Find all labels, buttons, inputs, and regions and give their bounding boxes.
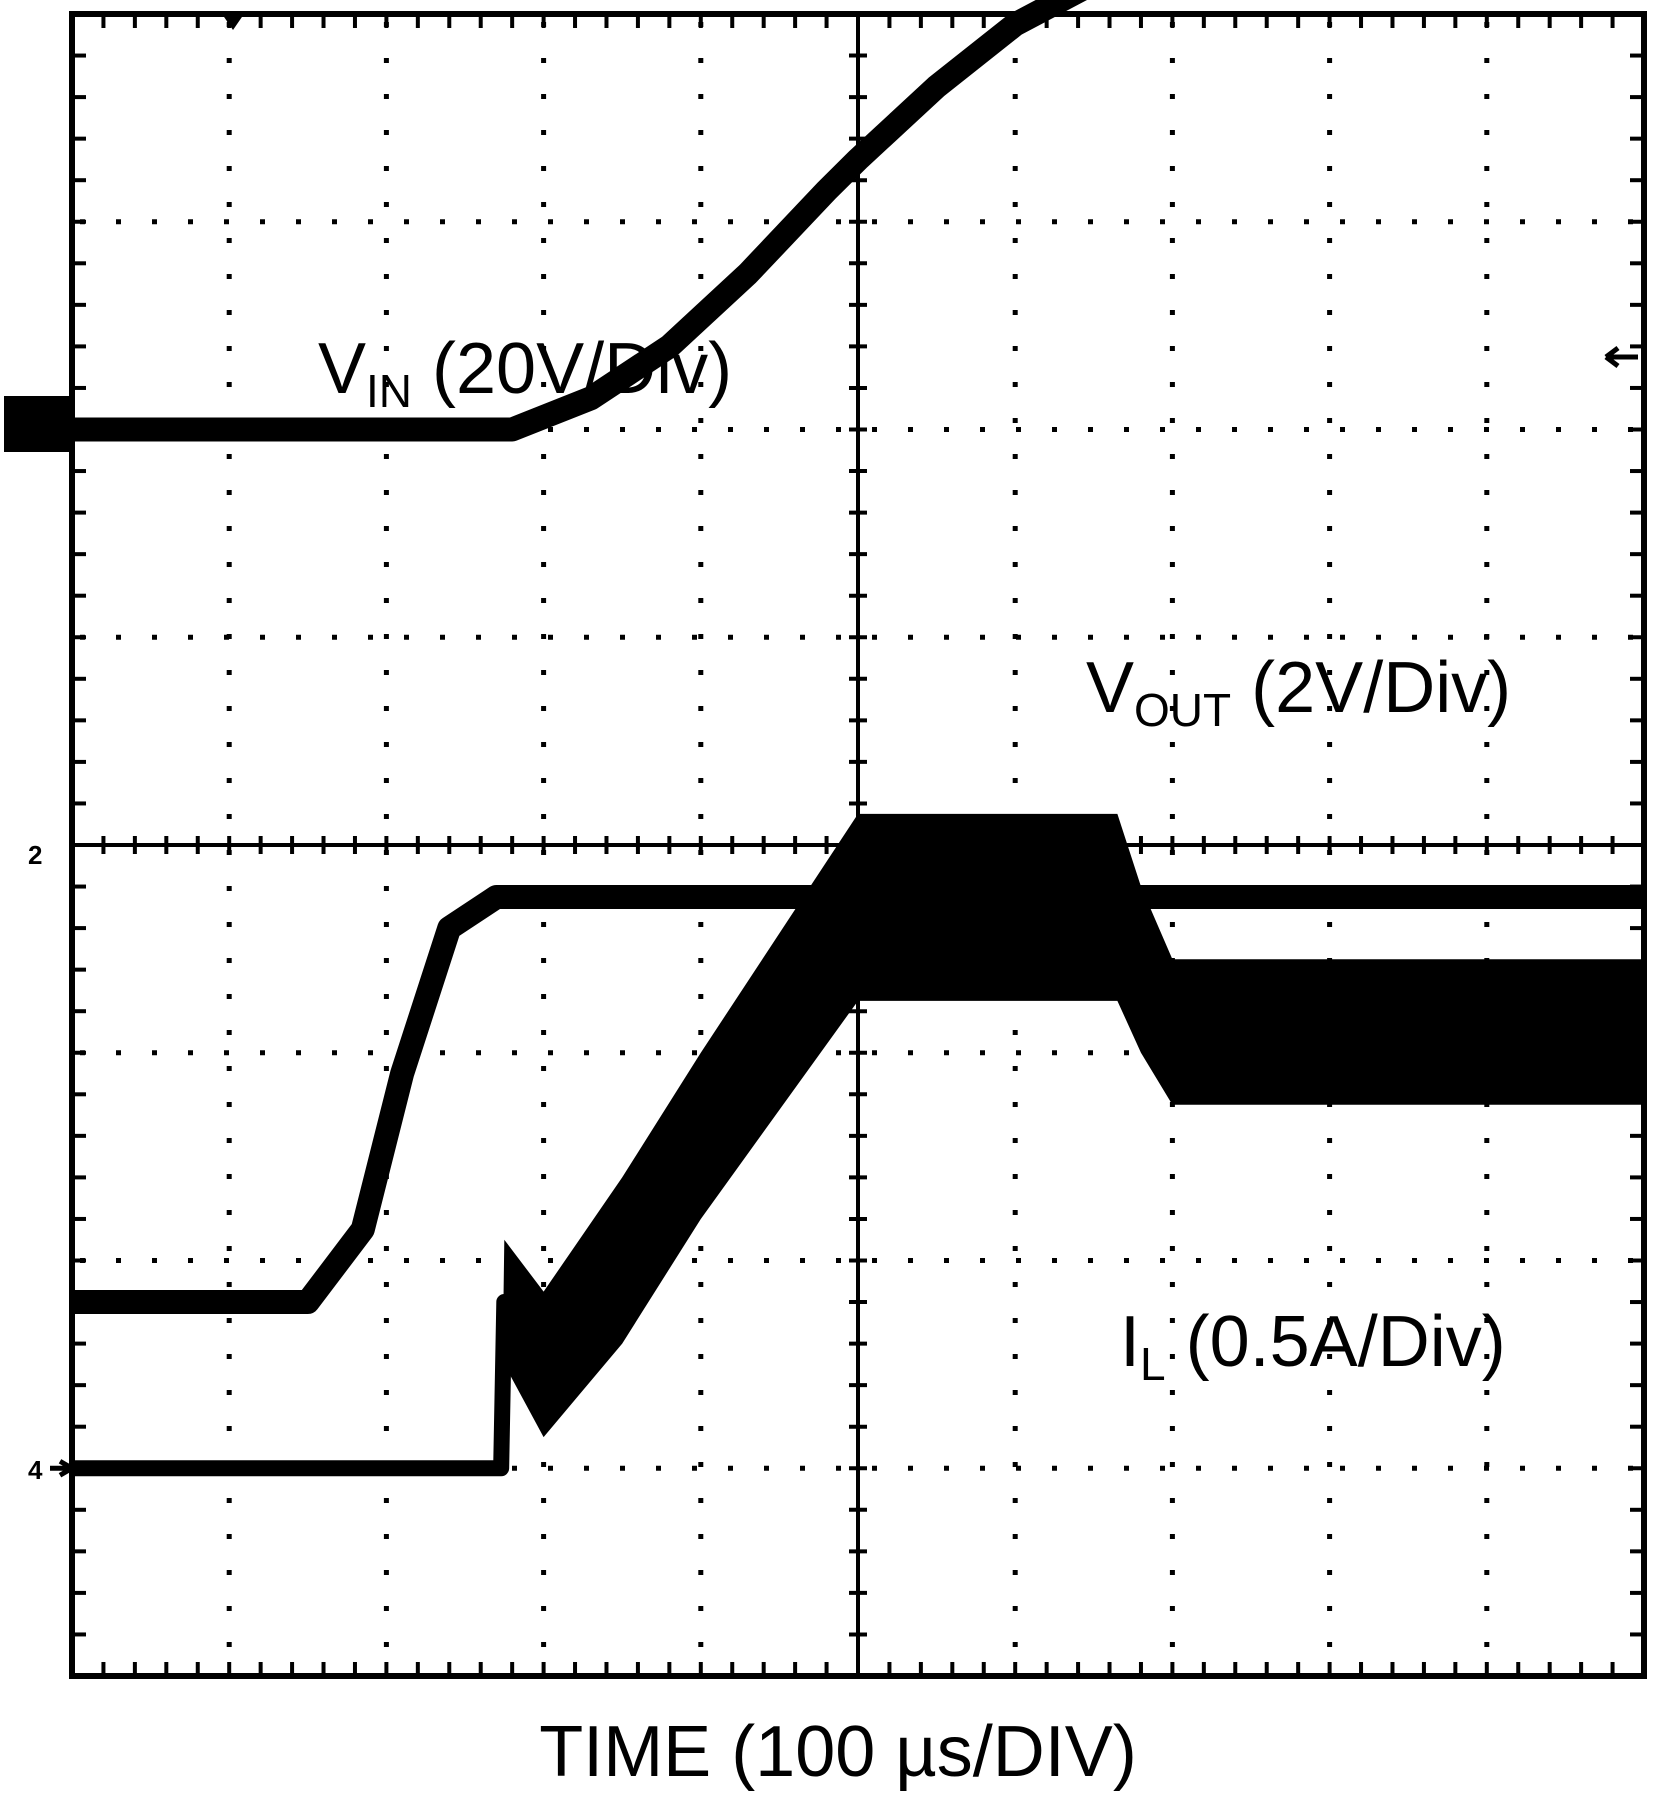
trace-vout-point (666, 343, 673, 350)
ground-marker-ch1 (4, 396, 70, 452)
trace-vout-point (587, 395, 594, 402)
trace-il-point (619, 1257, 626, 1264)
series-label-vout: VOUT (2V/Div) (1086, 648, 1511, 736)
trace-vout-point (744, 270, 751, 277)
trace-vin-point (304, 1299, 311, 1306)
x-axis-label: TIME (100 µs/DIV) (539, 1712, 1137, 1792)
ground-marker-ch4: 4 (28, 1455, 43, 1485)
trigger-position-marker (222, 14, 244, 30)
trace-vin-point (359, 1226, 366, 1233)
trigger-level-marker (1604, 346, 1638, 368)
trace-vin-point (493, 893, 500, 900)
trace-vin-point (399, 1070, 406, 1077)
plot-frame (69, 11, 1647, 1679)
series-label-il: IL (0.5A/Div) (1120, 1302, 1506, 1390)
series-label-vin: VIN (20V/Div) (318, 329, 732, 417)
trace-vout-point (933, 83, 940, 90)
ground-arrow-ch4 (50, 1459, 77, 1478)
trace-vout (72, 0, 1088, 442)
trace-il-point (501, 1299, 508, 1306)
trace-il-point (855, 904, 861, 911)
trace-il-point (1137, 966, 1144, 973)
trace-il-point (498, 1465, 505, 1472)
trace-il-point (697, 1132, 704, 1139)
trace-vout-point (509, 426, 516, 433)
trace-il-envelope (72, 813, 1644, 1469)
trace-il-point (540, 1361, 547, 1368)
trace-vout-point (1012, 21, 1019, 28)
trace-il-point (1169, 1028, 1176, 1035)
ground-marker-ch2: 2 (28, 840, 42, 870)
graticule (4, 14, 1644, 1676)
trace-vin-point (446, 925, 453, 932)
trace-vout-point (855, 156, 861, 163)
traces (69, 0, 1647, 1477)
trace-il-point (1114, 904, 1121, 911)
trace-vout-point (823, 187, 830, 194)
